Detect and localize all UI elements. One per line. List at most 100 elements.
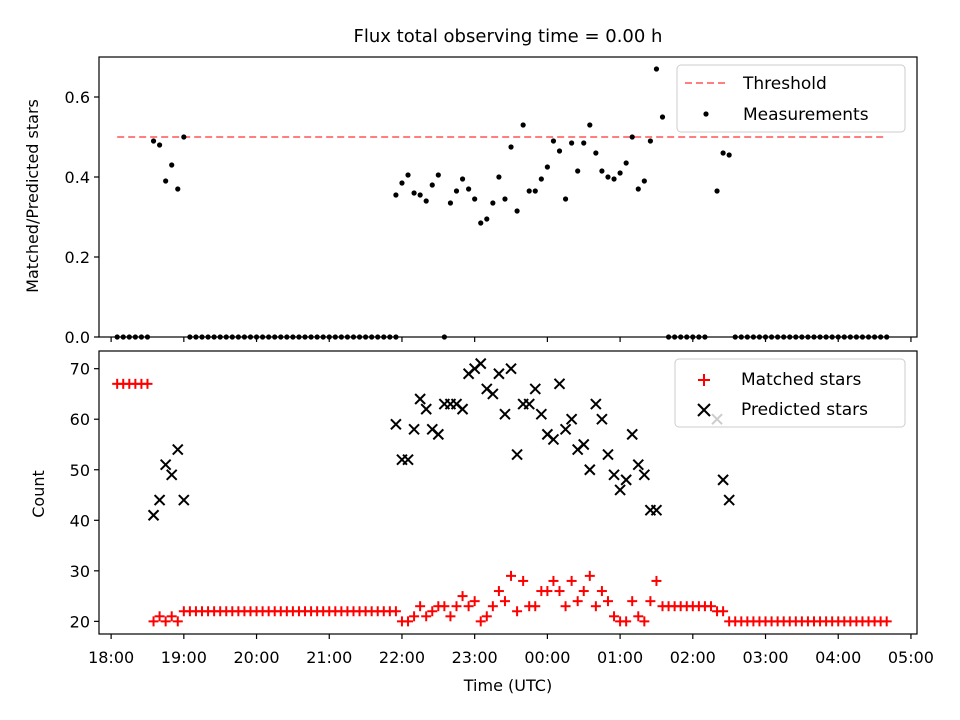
matched-star-point (427, 606, 438, 617)
measurement-point (435, 172, 441, 178)
predicted-star-point (153, 494, 166, 506)
measurement-point (593, 150, 599, 156)
top-y-tick-label: 0.2 (65, 248, 90, 267)
measurement-point (562, 196, 569, 202)
matched-star-point (518, 575, 529, 586)
matched-star-point (548, 575, 559, 586)
matched-star-point (469, 596, 480, 607)
top-y-ticks: 0.0 0.2 0.4 0.6 (65, 88, 99, 347)
x-tick-label: 01:00 (597, 648, 643, 667)
measurement-points (114, 66, 890, 340)
x-tick-label: 23:00 (452, 648, 498, 667)
matched-star-point (499, 596, 510, 607)
matched-star-point (142, 378, 153, 389)
predicted-star-point (565, 413, 578, 425)
bottom-plot-frame (98, 350, 918, 635)
top-y-tick-label: 0.4 (65, 168, 90, 187)
legend-matched-swatch (698, 374, 710, 386)
measurement-point (429, 182, 435, 188)
predicted-star-point (584, 464, 596, 476)
x-tick-label: 21:00 (306, 648, 352, 667)
measurement-point (538, 176, 544, 182)
x-tick-label: 05:00 (888, 648, 934, 667)
measurement-point (575, 168, 581, 174)
matched-star-point (645, 596, 656, 607)
measurement-point (459, 176, 466, 182)
measurement-point (163, 178, 169, 184)
matched-star-point (627, 596, 638, 607)
bottom-y-ticks: 20 30 40 50 60 70 (70, 360, 99, 631)
predicted-star-point (596, 413, 608, 425)
measurement-point (175, 186, 181, 192)
matched-star-point (451, 601, 462, 612)
legend-matched-label: Matched stars (741, 370, 861, 390)
measurement-point (484, 216, 490, 222)
matched-star-point (487, 601, 498, 612)
matched-star-point (651, 575, 662, 586)
x-tick-label: 02:00 (670, 648, 716, 667)
measurement-point (490, 200, 496, 206)
bottom-y-tick-label: 40 (70, 511, 90, 530)
measurement-point (617, 170, 623, 176)
matched-star-point (590, 601, 601, 612)
measurement-point (605, 174, 611, 180)
measurement-point (726, 152, 732, 158)
measurement-point (411, 190, 417, 196)
predicted-star-point (166, 469, 178, 481)
measurement-point (156, 142, 163, 148)
matched-star-point (560, 601, 571, 612)
x-axis-label: Time (UTC) (463, 676, 552, 695)
matched-star-point (148, 616, 159, 627)
measurement-point (647, 138, 653, 144)
predicted-star-point (178, 494, 190, 506)
x-tick-label: 20:00 (233, 648, 279, 667)
top-legend: Threshold Measurements (676, 64, 906, 133)
bottom-x-ticks: 18:00 19:00 20:00 21:00 22:00 23:00 00:00 01:00… (88, 634, 934, 667)
matched-star-point (705, 601, 716, 612)
predicted-star-point (638, 469, 651, 481)
matched-star-point (481, 611, 492, 622)
matched-star-point (457, 591, 468, 602)
measurement-point (472, 196, 478, 202)
x-tick-label: 00:00 (524, 648, 570, 667)
measurement-point (508, 144, 514, 150)
measurement-point (514, 208, 520, 214)
predicted-star-point (632, 458, 644, 471)
matched-star-point (584, 570, 595, 581)
legend-predicted-label: Predicted stars (741, 400, 868, 420)
legend-measurements-label: Measurements (743, 105, 869, 125)
predicted-star-point (408, 423, 420, 436)
legend-predicted-swatch (697, 403, 711, 417)
predicted-star-point (505, 362, 517, 375)
matched-star-point (639, 616, 650, 627)
matched-star-point (421, 611, 432, 622)
predicted-star-point (626, 428, 638, 441)
bottom-axes: Count Time (UTC) 20 30 40 50 60 70 18:00 19:00… (29, 350, 934, 695)
predicted-star-point (590, 398, 602, 410)
measurement-point (720, 150, 726, 156)
predicted-star-point (172, 443, 184, 456)
top-axes: Matched/Predicted stars 0.0 0.2 0.4 0.6 Thr… (23, 56, 918, 347)
measurement-point (405, 172, 411, 178)
predicted-star-point (475, 357, 487, 370)
matched-star-point (609, 611, 620, 622)
predicted-star-point (614, 484, 626, 496)
measurement-point (599, 168, 605, 174)
predicted-star-point (511, 448, 523, 461)
predicted-star-point (420, 403, 432, 415)
legend-threshold-label: Threshold (742, 74, 827, 94)
matched-star-point (439, 601, 450, 612)
predicted-star-point (535, 408, 548, 420)
measurement-point (544, 164, 550, 170)
measurement-point (453, 188, 460, 194)
predicted-star-point (523, 398, 535, 410)
predicted-star-point (402, 453, 414, 466)
predicted-star-point (602, 448, 614, 461)
matched-star-point (512, 606, 523, 617)
predicted-star-point (553, 378, 566, 390)
count-points (112, 357, 892, 627)
matched-star-point (542, 586, 553, 597)
predicted-star-point (650, 504, 663, 516)
predicted-star-point (159, 458, 172, 471)
